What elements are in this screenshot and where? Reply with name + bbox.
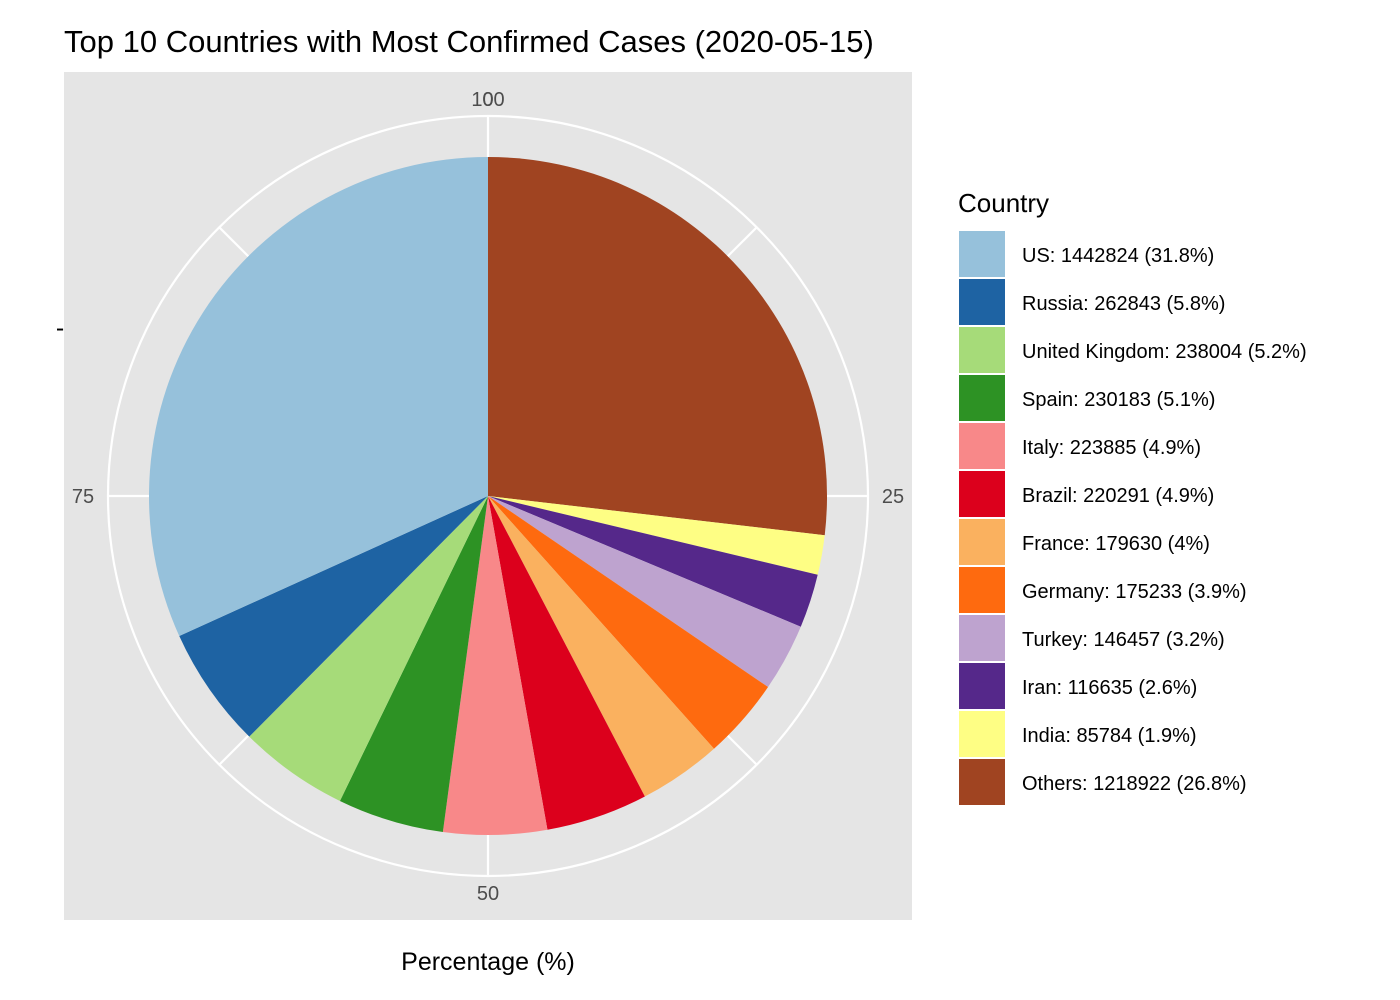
- theta-tick-label: 50: [477, 883, 499, 905]
- legend-label: Germany: 175233 (3.9%): [1022, 581, 1247, 603]
- legend-label: Turkey: 146457 (3.2%): [1022, 629, 1225, 651]
- theta-tick-label: 25: [882, 486, 904, 508]
- theta-tick-label: 100: [471, 89, 504, 111]
- legend-swatch: [957, 661, 1007, 711]
- theta-tick-label: 75: [72, 486, 94, 508]
- legend-label: United Kingdom: 238004 (5.2%): [1022, 341, 1307, 363]
- legend-swatch: [957, 421, 1007, 471]
- pie-slice-france: [488, 496, 714, 797]
- legend-label: Spain: 230183 (5.1%): [1022, 389, 1215, 411]
- y-axis-title: -: [56, 314, 64, 342]
- theta-tick-labels: 0 25 50 75 100: [72, 89, 904, 905]
- pie-slice-turkey: [488, 496, 801, 688]
- x-axis-title: Percentage (%): [401, 948, 575, 976]
- pie-slice-russia: [179, 496, 488, 737]
- pie-slice-germany: [488, 496, 769, 749]
- legend-label: Brazil: 220291 (4.9%): [1022, 485, 1214, 507]
- pie-slices: [149, 157, 828, 836]
- legend-label: India: 85784 (1.9%): [1022, 725, 1197, 747]
- legend-label: Russia: 262843 (5.8%): [1022, 293, 1225, 315]
- legend-swatch: [957, 517, 1007, 567]
- legend-label: Iran: 116635 (2.6%): [1022, 677, 1197, 699]
- legend-title: Country: [958, 188, 1049, 218]
- legend: US: 1442824 (31.8%) Russia: 262843 (5.8%)…: [957, 229, 1307, 807]
- legend-swatch: [957, 325, 1007, 375]
- legend-label: US: 1442824 (31.8%): [1022, 245, 1214, 267]
- legend-swatch: [957, 469, 1007, 519]
- legend-label: Others: 1218922 (26.8%): [1022, 773, 1247, 795]
- legend-swatch: [957, 229, 1007, 279]
- pie-slice-spain: [339, 496, 488, 832]
- pie-slice-india: [488, 496, 825, 575]
- pie-slice-united-kingdom: [249, 496, 488, 801]
- legend-label: Italy: 223885 (4.9%): [1022, 437, 1201, 459]
- theta-tick-label: 0: [482, 89, 493, 111]
- pie-slice-brazil: [488, 496, 645, 830]
- legend-swatch: [957, 709, 1007, 759]
- legend-swatch: [957, 613, 1007, 663]
- legend-label: France: 179630 (4%): [1022, 533, 1210, 555]
- pie-slice-iran: [488, 496, 818, 627]
- chart-title: Top 10 Countries with Most Confirmed Cas…: [64, 24, 874, 59]
- pie-slice-italy: [442, 496, 548, 836]
- pie-slice-us: [149, 157, 488, 636]
- legend-swatch: [957, 373, 1007, 423]
- pie-slice-others: [488, 157, 828, 536]
- legend-swatch: [957, 565, 1007, 615]
- legend-swatch: [957, 277, 1007, 327]
- legend-swatch: [957, 757, 1007, 807]
